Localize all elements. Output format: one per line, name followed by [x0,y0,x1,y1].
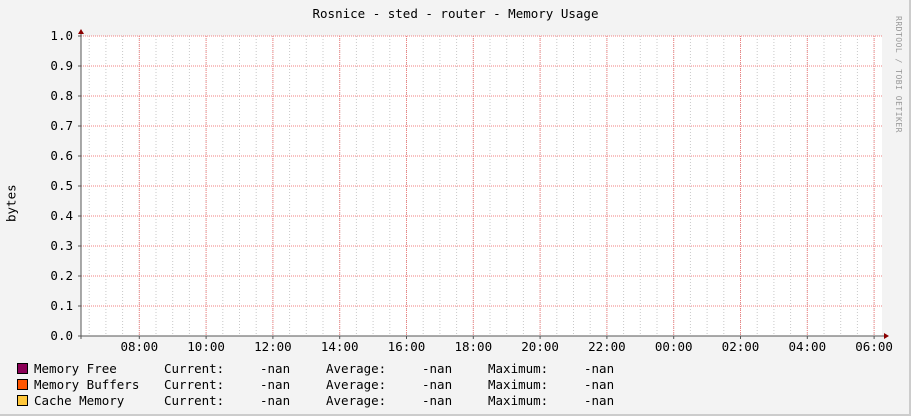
maximum-value: -nan [584,377,615,392]
y-tick-label: 0.8 [50,88,73,103]
average-value: -nan [422,393,453,408]
legend-swatch [17,395,28,406]
y-tick-label: 1.0 [50,28,73,43]
x-tick-label: 18:00 [454,339,492,354]
average-label: Average: [326,377,387,392]
average-value: -nan [422,377,453,392]
average-label: Average: [326,361,387,376]
y-tick-label: 0.4 [50,208,73,223]
y-tick-label: 0.0 [50,328,73,343]
y-axis-arrow [78,29,84,34]
legend-swatch [17,379,28,390]
y-tick-label: 0.6 [50,148,73,163]
maximum-label: Maximum: [488,377,549,392]
series-name: Memory Free [34,361,117,376]
x-tick-label: 00:00 [655,339,693,354]
maximum-value: -nan [584,361,615,376]
chart-title: Rosnice - sted - router - Memory Usage [312,6,599,21]
x-tick-label: 20:00 [521,339,559,354]
rrdtool-watermark: RRDTOOL / TOBI OETIKER [894,16,903,133]
y-tick-label: 0.1 [50,298,73,313]
y-tick-label: 0.3 [50,238,73,253]
series-name: Memory Buffers [34,377,140,392]
x-axis-arrow [884,333,889,339]
maximum-label: Maximum: [488,361,549,376]
x-tick-label: 12:00 [254,339,292,354]
current-label: Current: [164,393,225,408]
y-tick-label: 0.7 [50,118,73,133]
maximum-label: Maximum: [488,393,549,408]
current-label: Current: [164,361,225,376]
y-tick-label: 0.9 [50,58,73,73]
x-tick-label: 06:00 [855,339,893,354]
x-tick-label: 08:00 [120,339,158,354]
legend-swatch [17,363,28,374]
x-tick-label: 14:00 [321,339,359,354]
y-tick-label: 0.2 [50,268,73,283]
average-label: Average: [326,393,387,408]
x-tick-label: 04:00 [788,339,826,354]
x-tick-label: 22:00 [588,339,626,354]
x-tick-label: 16:00 [388,339,426,354]
x-tick-label: 02:00 [722,339,760,354]
y-tick-label: 0.5 [50,178,73,193]
x-tick-label: 10:00 [187,339,225,354]
current-value: -nan [260,377,291,392]
current-value: -nan [260,361,291,376]
current-value: -nan [260,393,291,408]
series-name: Cache Memory [34,393,125,408]
current-label: Current: [164,377,225,392]
maximum-value: -nan [584,393,615,408]
average-value: -nan [422,361,453,376]
